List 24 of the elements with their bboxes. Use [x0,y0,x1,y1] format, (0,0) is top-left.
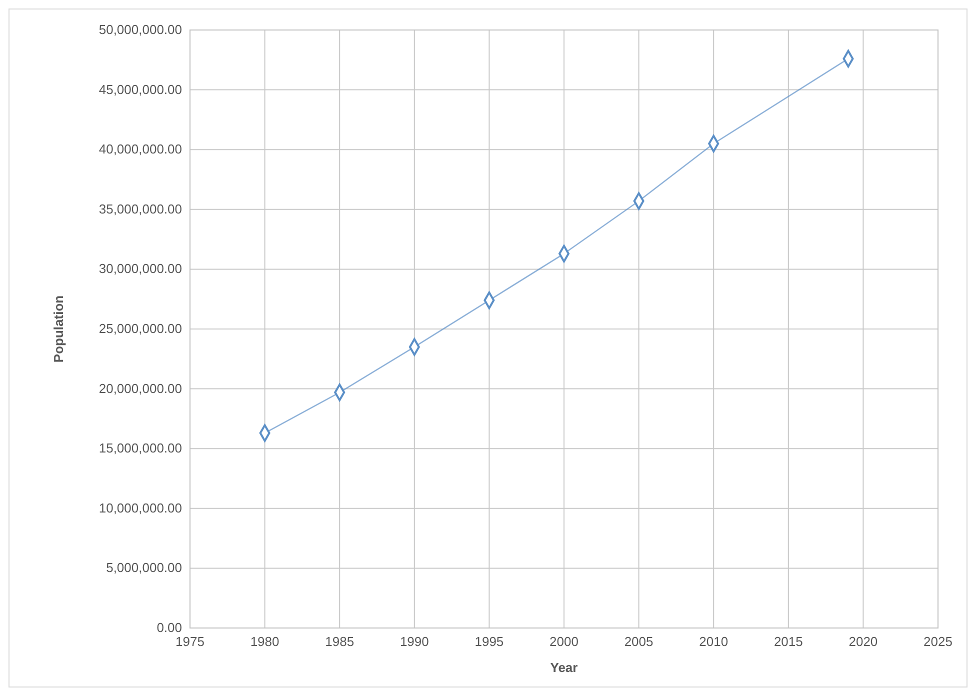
x-tick-label: 1985 [325,634,354,649]
y-tick-label: 20,000,000.00 [98,380,182,396]
x-axis-title: Year [550,660,578,675]
x-tick-label: 2015 [774,634,803,649]
x-tick-label: 1975 [176,634,204,649]
x-tick-label: 2020 [848,634,878,649]
y-tick-label: 15,000,000.00 [98,440,182,456]
x-tick-label: 1980 [250,634,280,649]
x-tick-label: 2000 [550,634,578,649]
y-tick-label: 35,000,000.00 [98,201,182,216]
y-tick-label: 30,000,000.00 [98,261,182,276]
x-tick-label: 1995 [474,634,504,649]
y-axis-title: Population [51,295,66,363]
y-tick-label: 10,000,000.00 [98,500,182,516]
y-tick-label: 0.00 [156,620,182,635]
y-tick-label: 25,000,000.00 [98,321,182,336]
x-tick-label: 2025 [924,634,952,649]
y-tick-label: 50,000,000.00 [98,22,182,37]
x-tick-label: 1990 [400,634,429,649]
x-tick-label: 2010 [699,634,728,649]
x-tick-label: 2005 [624,634,654,649]
y-tick-label: 40,000,000.00 [98,142,182,157]
y-tick-label: 45,000,000.00 [98,82,182,97]
y-tick-label: 5,000,000.00 [106,560,182,576]
